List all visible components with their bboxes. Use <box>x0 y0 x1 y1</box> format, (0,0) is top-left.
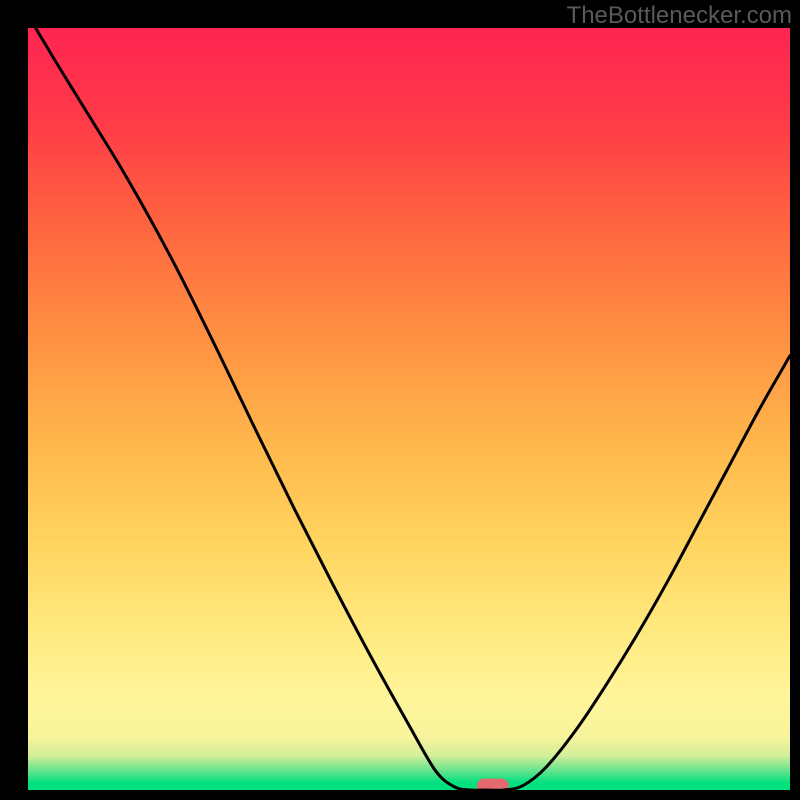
bottleneck-curve-plot <box>28 28 790 790</box>
watermark-text: TheBottlenecker.com <box>567 2 792 30</box>
gradient-background <box>28 28 790 790</box>
optimal-point-marker <box>477 779 509 790</box>
chart-frame: TheBottlenecker.com <box>0 0 800 800</box>
